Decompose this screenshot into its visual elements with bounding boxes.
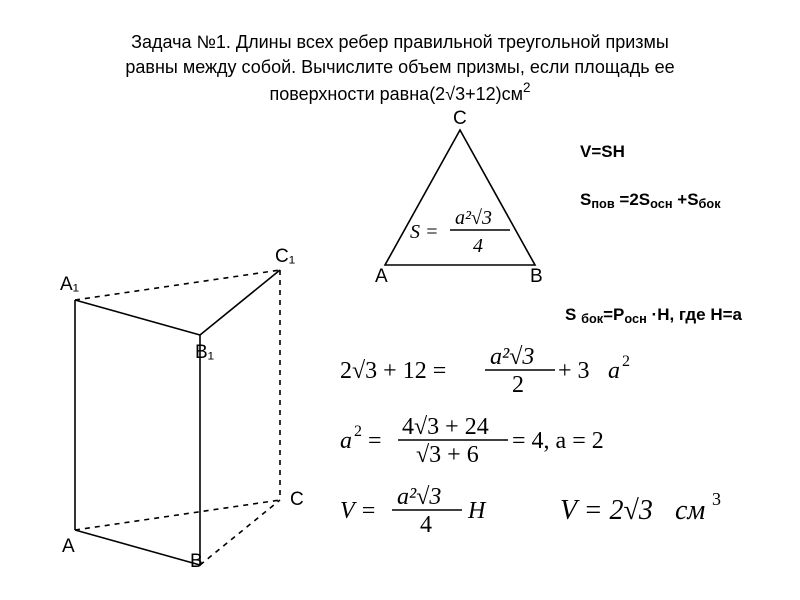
eq4-lhs: V = 2√3: [560, 495, 653, 526]
area-lhs: S =: [410, 221, 439, 243]
equation-2: a 2 = 4√3 + 24 √3 + 6 = 4, a = 2: [340, 410, 770, 470]
eq2-a2sup: 2: [354, 423, 362, 440]
eq2-a2: a: [340, 428, 352, 454]
eq2-num: 4√3 + 24: [402, 414, 489, 440]
eq3-den: 4: [420, 512, 432, 538]
surf-lhs-sub: пов: [591, 196, 614, 211]
prism-label-a: A: [62, 536, 75, 557]
prism-label-c1: C₁: [275, 246, 295, 267]
prism-label-c: C: [290, 489, 304, 510]
tri-label-a: A: [375, 266, 388, 285]
sbok-bsub: осн: [624, 311, 646, 326]
prism-label-b1: B₁: [195, 342, 214, 363]
surf-mid: =2S: [615, 190, 650, 209]
eq3-tail: H: [467, 498, 487, 524]
eq1-den: 2: [512, 372, 524, 398]
problem-title: Задача №1. Длины всех ребер правильной т…: [0, 6, 800, 106]
eq2-den: √3 + 6: [416, 442, 479, 468]
tri-label-b: B: [530, 266, 543, 285]
formula-sbok: S бок=Pосн ·H, где H=a: [565, 305, 742, 326]
area-num: a²√3: [455, 207, 492, 229]
formula-surface: Sпов =2Sосн +Sбок: [580, 190, 721, 211]
eq4-sup: 3: [712, 489, 721, 509]
eq1-num: a²√3: [490, 344, 534, 370]
title-sup: 2: [523, 80, 531, 95]
triangle-diagram: A B C S = a²√3 4: [365, 110, 555, 285]
sbok-b: =P: [603, 305, 624, 324]
eq3-num: a²√3: [397, 484, 441, 510]
eq4-unit: см: [675, 495, 705, 526]
eq2-tail: = 4, a = 2: [512, 428, 604, 454]
sbok-a: S: [565, 305, 581, 324]
eq3-lhs: V =: [340, 498, 376, 524]
surf-mid-sub: осн: [650, 196, 672, 211]
equation-1: 2√3 + 12 = a²√3 2 + 3 a 2: [340, 340, 740, 400]
surf-tail-sub: бок: [699, 196, 721, 211]
area-den: 4: [473, 235, 483, 257]
prism-label-b: B: [190, 551, 203, 570]
equation-3: V = a²√3 4 H: [340, 480, 560, 540]
eq1-a: a: [608, 358, 620, 384]
surf-tail: +S: [673, 190, 699, 209]
prism-label-a1: A₁: [60, 274, 79, 295]
eq1-lhs: 2√3 + 12 =: [340, 358, 446, 384]
surf-lhs: S: [580, 190, 591, 209]
equation-4: V = 2√3 см 3: [560, 485, 780, 535]
prism-diagram: A₁ B₁ C₁ A B C: [40, 240, 320, 570]
formula-vsh: V=SH: [580, 142, 625, 162]
sbok-asub: бок: [581, 311, 603, 326]
title-text: Задача №1. Длины всех ребер правильной т…: [125, 32, 674, 104]
eq1-sup: 2: [622, 353, 630, 370]
tri-label-c: C: [453, 110, 467, 129]
eq2-eq: =: [368, 428, 382, 454]
sbok-c: ·H, где H=a: [647, 305, 742, 324]
eq1-plus: + 3: [558, 358, 590, 384]
